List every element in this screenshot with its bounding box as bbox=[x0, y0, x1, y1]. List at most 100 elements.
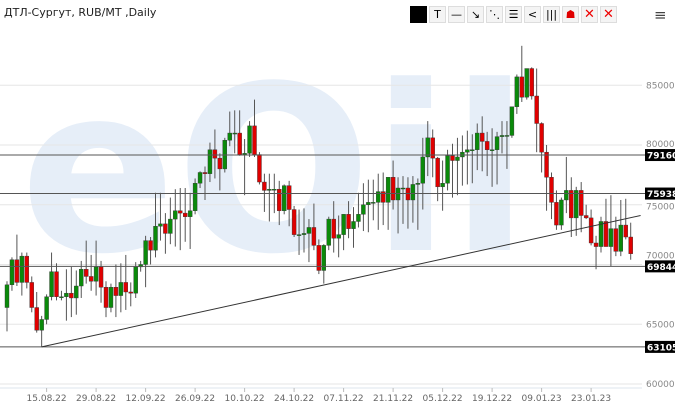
color-swatch-button[interactable] bbox=[410, 6, 427, 23]
candle-body bbox=[316, 245, 322, 271]
candle bbox=[158, 192, 163, 241]
candle bbox=[14, 234, 20, 287]
candle-body bbox=[371, 202, 376, 204]
candle bbox=[381, 172, 386, 226]
candle-body bbox=[286, 185, 292, 210]
candle bbox=[282, 184, 287, 215]
candle-body bbox=[128, 291, 133, 294]
candle bbox=[410, 176, 416, 223]
candle bbox=[598, 216, 604, 253]
candle bbox=[173, 189, 178, 247]
candle bbox=[529, 67, 534, 100]
candle bbox=[153, 192, 158, 258]
candle bbox=[465, 130, 470, 185]
candle bbox=[118, 263, 124, 313]
level-label-bg bbox=[645, 187, 675, 200]
candle-body bbox=[524, 68, 529, 98]
candle-body bbox=[123, 282, 129, 293]
level-label-bg bbox=[645, 149, 675, 162]
horizontal-line-button[interactable]: — bbox=[448, 6, 465, 23]
candle-body bbox=[153, 226, 158, 251]
candle bbox=[445, 149, 450, 191]
x-tick-label: 12.09.22 bbox=[126, 394, 166, 404]
candle bbox=[182, 188, 188, 242]
candle-body bbox=[69, 292, 74, 299]
candle bbox=[168, 197, 173, 245]
candle bbox=[430, 129, 435, 178]
candle-body bbox=[237, 132, 242, 155]
candle bbox=[470, 134, 475, 184]
candle bbox=[504, 121, 510, 169]
level-label-bg bbox=[645, 340, 675, 353]
candle bbox=[326, 216, 331, 251]
candle bbox=[613, 216, 619, 257]
candle bbox=[59, 290, 64, 301]
candle bbox=[64, 269, 69, 321]
x-tick-label: 26.09.22 bbox=[175, 394, 215, 404]
candle-body bbox=[539, 123, 544, 153]
candle-body bbox=[450, 155, 455, 161]
candle bbox=[257, 152, 262, 185]
candle bbox=[499, 121, 505, 154]
candle-body bbox=[588, 217, 594, 244]
candle bbox=[54, 263, 59, 301]
candle-body bbox=[291, 209, 297, 235]
trend-line[interactable] bbox=[41, 215, 641, 348]
candle-body bbox=[49, 271, 54, 297]
candle bbox=[178, 188, 183, 251]
text-tool-button[interactable]: T bbox=[429, 6, 446, 23]
pivot-levels-button[interactable]: ☗ bbox=[562, 6, 579, 23]
candle-body bbox=[138, 264, 143, 268]
y-tick-label: 60000 bbox=[646, 380, 675, 390]
candle-body bbox=[103, 287, 109, 308]
candle bbox=[376, 173, 381, 230]
candle bbox=[306, 219, 312, 263]
candle bbox=[69, 266, 74, 318]
candle-body bbox=[113, 287, 119, 296]
level-lines[interactable]: 79160 75938 69844 63105 bbox=[0, 149, 678, 353]
candle bbox=[341, 214, 346, 251]
candle-body bbox=[88, 276, 94, 282]
candle-body bbox=[514, 76, 520, 107]
candle-body bbox=[544, 151, 549, 178]
candle bbox=[202, 166, 208, 200]
candle-body bbox=[494, 136, 500, 150]
candle bbox=[554, 190, 559, 230]
x-tick-label: 09.01.23 bbox=[522, 394, 562, 404]
vertical-lines-button[interactable]: ||| bbox=[543, 6, 560, 23]
candle bbox=[559, 197, 564, 230]
x-tick-label: 23.01.23 bbox=[571, 394, 611, 404]
candle-body bbox=[14, 259, 20, 283]
trend-line-button[interactable]: ↘ bbox=[467, 6, 484, 23]
candle bbox=[291, 205, 297, 238]
candle bbox=[420, 137, 425, 210]
candle-body bbox=[331, 218, 336, 239]
delete-selected-button[interactable]: ✕ bbox=[581, 6, 598, 23]
candle-body bbox=[79, 269, 84, 287]
candle bbox=[148, 237, 153, 265]
drawing-toolbar: T — ↘ ⋱ ☰ < ||| ☗ ✕ ✕ bbox=[410, 6, 617, 23]
chart-title: ДТЛ-Сургут, RUB/MT ,Daily bbox=[4, 6, 157, 19]
candle-body bbox=[608, 228, 614, 247]
candle bbox=[583, 204, 589, 220]
horizontal-channel-button[interactable]: ☰ bbox=[505, 6, 522, 23]
candle-body bbox=[554, 202, 559, 226]
x-tick-label: 15.08.22 bbox=[27, 394, 67, 404]
parallel-lines-button[interactable]: ⋱ bbox=[486, 6, 503, 23]
delete-all-button[interactable]: ✕ bbox=[600, 6, 617, 23]
y-tick-label: 75000 bbox=[646, 203, 675, 213]
candle-body bbox=[400, 187, 406, 190]
candle bbox=[608, 195, 614, 267]
candle-body bbox=[564, 190, 569, 201]
candle bbox=[539, 122, 544, 173]
candle bbox=[247, 121, 252, 157]
candle-body bbox=[207, 149, 213, 174]
hamburger-icon[interactable]: ≡ bbox=[654, 6, 667, 24]
y-tick-label: 85000 bbox=[646, 81, 675, 91]
fan-tool-button[interactable]: < bbox=[524, 6, 541, 23]
candle-body bbox=[366, 202, 371, 205]
candle bbox=[544, 145, 549, 211]
candle-body bbox=[341, 214, 346, 235]
candle-body bbox=[187, 210, 193, 217]
